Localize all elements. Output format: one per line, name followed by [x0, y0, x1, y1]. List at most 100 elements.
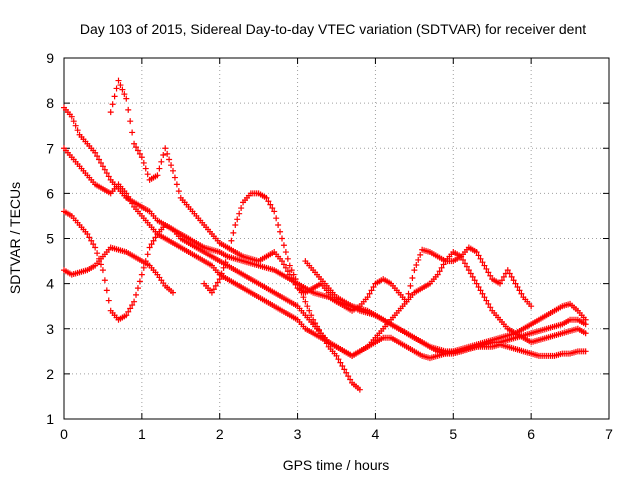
data-point [68, 113, 75, 120]
data-point [465, 267, 472, 274]
data-point [284, 255, 291, 262]
data-point [304, 303, 311, 310]
data-point [282, 264, 289, 271]
data-point [148, 241, 155, 248]
chart-title: Day 103 of 2015, Sidereal Day-to-day VTE… [80, 21, 586, 37]
data-point [339, 362, 346, 369]
data-point [273, 215, 280, 222]
data-point [467, 270, 474, 277]
data-point [343, 369, 350, 376]
data-point [232, 221, 239, 228]
data-point [117, 82, 124, 89]
data-point [210, 286, 217, 293]
data-point [212, 282, 219, 289]
data-point [230, 229, 237, 236]
data-point [280, 261, 287, 268]
data-point [208, 289, 215, 296]
data-point [277, 228, 284, 235]
data-point [94, 153, 101, 160]
data-point [317, 330, 324, 337]
data-point [146, 244, 153, 251]
series-arc-4 [61, 244, 176, 296]
series-arc-6 [302, 258, 589, 357]
data-point [298, 289, 305, 296]
data-point [279, 235, 285, 242]
x-tick-label: 4 [372, 426, 380, 442]
data-point [319, 333, 326, 340]
data-point [74, 127, 81, 134]
data-point [473, 249, 480, 256]
data-point [70, 118, 77, 125]
data-point [72, 122, 79, 129]
data-point [481, 294, 488, 301]
y-tick-label: 3 [46, 321, 54, 337]
data-point [405, 290, 412, 297]
data-point [265, 198, 272, 205]
data-point [518, 290, 525, 297]
data-point [123, 190, 130, 197]
data-point [166, 156, 173, 163]
data-point [463, 263, 470, 270]
data-point [267, 201, 274, 208]
data-point [341, 366, 348, 373]
data-point [514, 284, 521, 291]
data-point [140, 159, 147, 166]
data-point [516, 287, 523, 294]
data-point [364, 294, 371, 301]
data-point [218, 270, 225, 277]
data-point [138, 271, 145, 278]
data-point [337, 359, 344, 366]
data-point [528, 303, 535, 310]
data-point [315, 326, 322, 333]
data-point [582, 321, 589, 328]
x-tick-label: 1 [138, 426, 146, 442]
y-tick-label: 4 [46, 276, 54, 292]
data-point [356, 386, 363, 393]
data-point [485, 269, 492, 276]
data-point [136, 278, 143, 285]
x-tick-label: 0 [60, 426, 68, 442]
data-point [134, 285, 141, 292]
data-point [479, 290, 486, 297]
data-point [370, 284, 377, 291]
data-point [296, 285, 303, 292]
y-tick-label: 5 [46, 231, 54, 247]
data-point [92, 244, 99, 251]
x-tick-label: 7 [605, 426, 613, 442]
data-point [150, 237, 157, 244]
series-arc-5 [107, 77, 535, 314]
data-point [498, 277, 505, 284]
data-point [131, 140, 138, 147]
data-point [125, 106, 132, 113]
data-point [477, 255, 484, 262]
data-point [512, 280, 519, 287]
data-point [471, 277, 478, 284]
data-point [90, 241, 97, 248]
data-point [582, 330, 589, 337]
data-point [306, 307, 313, 314]
data-point [129, 129, 136, 136]
data-point [483, 297, 490, 304]
data-point [236, 210, 243, 217]
data-point [173, 181, 180, 188]
data-point [142, 165, 149, 172]
data-point [485, 300, 492, 307]
data-point [473, 280, 480, 287]
x-tick-label: 3 [294, 426, 302, 442]
grid-lines [64, 58, 609, 419]
data-point [479, 259, 486, 266]
data-point [101, 166, 108, 173]
data-point [263, 194, 270, 201]
data-point [216, 276, 223, 283]
data-point [582, 348, 589, 355]
data-point [107, 109, 114, 116]
data-point [275, 221, 282, 228]
data-point [292, 276, 299, 283]
data-point [500, 273, 507, 280]
data-point [160, 152, 167, 159]
x-axis-label: GPS time / hours [283, 457, 390, 473]
x-tick-label: 6 [527, 426, 535, 442]
data-point [125, 193, 132, 200]
data-point [129, 302, 136, 309]
y-tick-label: 6 [46, 185, 54, 201]
